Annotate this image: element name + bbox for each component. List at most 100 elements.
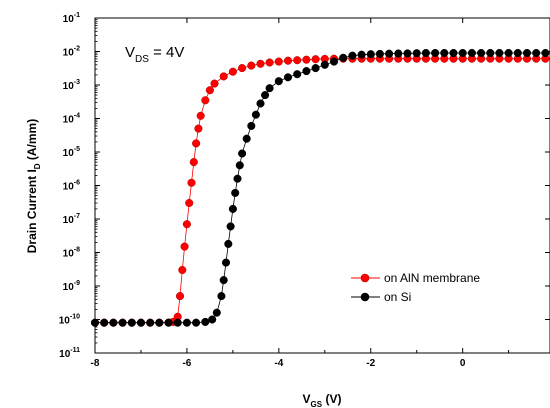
data-point [449, 48, 458, 58]
data-point [403, 49, 412, 58]
x-tick-label: -8 [91, 358, 100, 369]
ticks: -8 -6 -4 -2 0 10-11 10-10 10-9 10-8 10-7 10-6 10-5 1… [59, 12, 550, 369]
data-point [440, 48, 449, 58]
data-point [201, 317, 210, 326]
data-point [238, 149, 247, 158]
y-tick-label: 10-1 [63, 12, 80, 25]
legend-marker-aln [360, 273, 370, 283]
data-point [187, 178, 196, 187]
data-point [189, 158, 198, 167]
data-point [228, 67, 237, 76]
data-point [348, 51, 357, 60]
data-point [219, 276, 228, 285]
data-point [265, 84, 274, 93]
plot-frame [94, 17, 550, 354]
data-point [182, 220, 191, 229]
data-point [192, 318, 201, 327]
data-point [394, 49, 403, 58]
data-point [235, 161, 244, 170]
data-point [185, 198, 194, 208]
data-point [311, 55, 320, 64]
data-point [431, 48, 440, 58]
data-point [366, 50, 375, 59]
data-point [208, 315, 217, 324]
data-point [486, 48, 495, 58]
data-point [219, 72, 228, 81]
data-point [265, 58, 274, 67]
data-point [247, 121, 256, 130]
x-axis-title: VGS (V) [303, 392, 342, 408]
data-point [155, 318, 164, 327]
data-point [339, 53, 348, 62]
data-point [210, 79, 219, 88]
data-point [217, 292, 226, 301]
y-tick-label: 10-4 [63, 113, 80, 126]
data-point [274, 77, 283, 86]
y-tick-label: 10-3 [63, 79, 80, 92]
y-tick-label: 10-5 [63, 146, 80, 159]
x-tick-label: 0 [460, 358, 466, 369]
data-point [173, 318, 182, 327]
data-point [242, 134, 251, 143]
y-tick-label: 10-2 [63, 46, 80, 59]
y-tick-label: 10-6 [63, 180, 80, 193]
data-point [231, 188, 240, 197]
data-point [357, 50, 366, 59]
data-point [247, 61, 256, 70]
y-tick-label: 10-8 [63, 247, 80, 260]
data-point [205, 86, 214, 95]
y-tick-label: 10-10 [59, 314, 80, 327]
data-point [109, 318, 118, 327]
series-aln-membrane [90, 54, 550, 327]
data-point [375, 49, 384, 58]
series-layer [90, 48, 550, 327]
data-point [212, 308, 221, 317]
data-point [320, 60, 329, 69]
y-axis-title: Drain Current ID (A/mm) [25, 119, 42, 253]
data-point [178, 265, 187, 275]
annotation-vds: VDS = 4V [125, 44, 184, 65]
data-point [513, 48, 522, 58]
data-point [283, 56, 293, 65]
data-point [224, 239, 233, 248]
x-tick-label: -6 [182, 358, 191, 369]
data-point [100, 318, 109, 327]
data-point [182, 318, 191, 327]
y-tick-label: 10-7 [63, 213, 80, 226]
data-point [226, 222, 235, 231]
y-tick-label: 10-9 [63, 280, 80, 293]
y-tick-label: 10-11 [59, 347, 80, 360]
data-point [233, 174, 242, 183]
data-point [495, 48, 504, 58]
data-point [541, 48, 550, 58]
data-point [261, 91, 270, 100]
x-tick-label: -4 [274, 358, 283, 369]
data-point [311, 64, 320, 73]
legend: on AlN membrane on Si [351, 271, 480, 304]
data-point [329, 57, 339, 66]
data-point [164, 318, 173, 327]
data-point [385, 49, 394, 58]
data-point [421, 48, 430, 58]
data-point [228, 204, 237, 213]
data-point [192, 139, 201, 148]
legend-label-aln: on AlN membrane [384, 271, 480, 285]
data-point [467, 48, 476, 58]
series-si [90, 48, 550, 327]
data-point [136, 318, 146, 327]
data-point [194, 124, 203, 133]
legend-item-aln: on AlN membrane [351, 271, 480, 285]
data-point [256, 59, 265, 68]
data-point [180, 242, 189, 251]
data-point [274, 57, 283, 66]
data-point [302, 55, 311, 64]
data-point [458, 48, 467, 58]
legend-marker-si [360, 292, 370, 302]
data-point [283, 73, 293, 82]
data-point [302, 67, 311, 76]
data-point [477, 48, 486, 58]
data-point [127, 318, 136, 327]
data-point [412, 49, 421, 58]
data-point [522, 48, 532, 58]
